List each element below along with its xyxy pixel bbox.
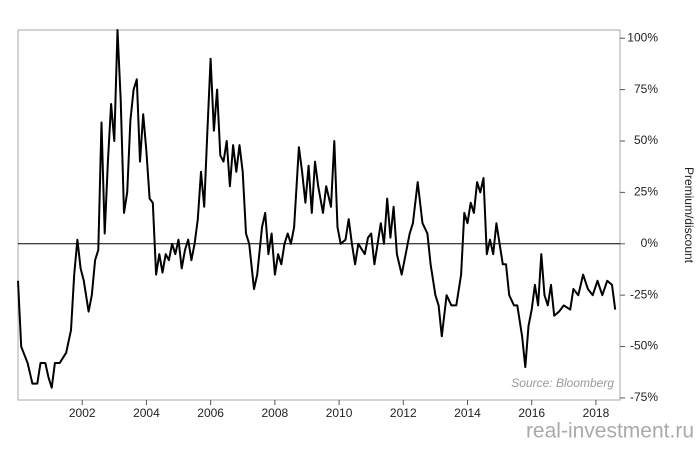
source-note: Source: Bloomberg [511,376,614,390]
y-tick-label: -25% [630,287,658,301]
y-tick-label: -75% [630,390,658,404]
plot-frame [17,29,621,401]
x-tick-label: 2010 [326,406,353,420]
y-tick-label: 0% [641,236,659,250]
x-tick-label: 2018 [583,406,610,420]
x-tick-label: 2002 [69,406,96,420]
y-axis-label: Premium/discount [682,167,696,264]
y-tick-label: 50% [634,133,658,147]
x-tick-label: 2008 [262,406,289,420]
y-tick-label: 100% [627,30,658,44]
y-tick-label: 75% [634,82,658,96]
x-tick-label: 2016 [518,406,545,420]
x-tick-label: 2004 [133,406,160,420]
x-tick-label: 2012 [390,406,417,420]
watermark: real-investment.ru [526,420,694,443]
y-tick-label: -50% [630,339,658,353]
x-tick-label: 2006 [197,406,224,420]
data-line [17,29,617,389]
y-tick-label: 25% [634,185,658,199]
x-tick-label: 2014 [454,406,481,420]
